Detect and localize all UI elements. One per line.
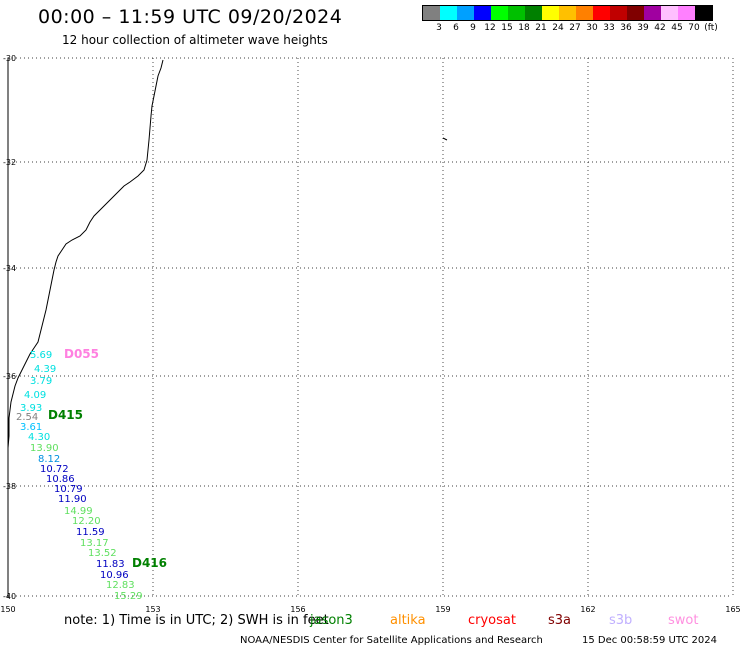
credit-line: NOAA/NESDIS Center for Satellite Applica… bbox=[240, 635, 543, 646]
color-scale-swatch bbox=[525, 6, 542, 20]
longitude-tick-label: 153 bbox=[145, 605, 160, 614]
satellite-legend-item: s3b bbox=[609, 613, 633, 628]
color-scale-swatch bbox=[457, 6, 474, 20]
color-scale-bar bbox=[422, 5, 713, 21]
color-scale-legend: 3 6 9 12 15 18 21 24 27 30 33 36 39 42 45 70 (ft) bbox=[422, 5, 718, 33]
swh-value-label: 12.20 bbox=[72, 516, 101, 527]
swh-value-label: 10.72 bbox=[40, 464, 69, 475]
swh-value-label: 3.61 bbox=[20, 422, 42, 433]
color-scale-label: 6 bbox=[453, 23, 459, 33]
map-axis-ticks: 150 153 156 159 162 165 -30 -32 -34 -36 -38 -40 bbox=[0, 54, 740, 614]
color-scale-label: 33 bbox=[603, 23, 615, 33]
color-scale-label: 45 bbox=[671, 23, 683, 33]
page-title: 00:00 – 11:59 UTC 09/20/2024 bbox=[38, 6, 343, 28]
color-scale-label: 9 bbox=[470, 23, 476, 33]
color-scale-swatch bbox=[508, 6, 525, 20]
color-scale-swatch bbox=[695, 6, 712, 20]
color-scale-label: 21 bbox=[535, 23, 547, 33]
coastline bbox=[7, 59, 164, 449]
pass-id-label: D415 bbox=[48, 408, 83, 422]
swh-value-label: 10.79 bbox=[54, 484, 83, 495]
color-scale-label: 36 bbox=[620, 23, 632, 33]
swh-value-label: 2.54 bbox=[16, 412, 38, 423]
color-scale-swatch bbox=[440, 6, 457, 20]
satellite-legend-item: jason3 bbox=[310, 613, 353, 628]
longitude-tick-label: 162 bbox=[580, 605, 595, 614]
color-scale-label: 15 bbox=[501, 23, 513, 33]
footer-note: note: 1) Time is in UTC; 2) SWH is in fe… bbox=[64, 613, 329, 628]
longitude-tick-label: 159 bbox=[435, 605, 450, 614]
longitude-tick-label: 150 bbox=[0, 605, 15, 614]
page-subtitle: 12 hour collection of altimeter wave hei… bbox=[62, 33, 328, 47]
satellite-legend-item: s3a bbox=[548, 613, 572, 628]
swh-track-labels: 5.69 4.393.79 4.09 3.932.543.614.3013.908.1… bbox=[16, 350, 143, 602]
swh-value-label: 13.17 bbox=[80, 538, 109, 549]
satellite-legend-item: swot bbox=[668, 613, 699, 628]
color-scale-label: 42 bbox=[654, 23, 666, 33]
swh-value-label: 5.69 bbox=[30, 350, 52, 361]
map-grid bbox=[7, 57, 734, 598]
color-scale-label: 39 bbox=[637, 23, 649, 33]
generation-timestamp: 15 Dec 00:58:59 UTC 2024 bbox=[582, 635, 717, 646]
pass-id-label: D416 bbox=[132, 556, 167, 570]
swh-value-label: 4.09 bbox=[24, 390, 46, 401]
color-scale-swatch bbox=[491, 6, 508, 20]
latitude-tick-label: -30 bbox=[3, 54, 16, 63]
satellite-legend-item: altika bbox=[390, 613, 426, 628]
swh-value-label: 10.86 bbox=[46, 474, 75, 485]
longitude-tick-label: 165 bbox=[725, 605, 740, 614]
latitude-tick-label: -34 bbox=[3, 264, 16, 273]
color-scale-swatch bbox=[593, 6, 610, 20]
pass-id-label: D055 bbox=[64, 347, 99, 361]
color-scale-label: 30 bbox=[586, 23, 598, 33]
swh-value-label: 10.96 bbox=[100, 570, 129, 581]
swh-value-label: 4.30 bbox=[28, 432, 50, 443]
color-scale-label: 27 bbox=[569, 23, 581, 33]
color-scale-label: 24 bbox=[552, 23, 564, 33]
swh-value-label: 13.52 bbox=[88, 548, 117, 559]
swh-value-label: 8.12 bbox=[38, 454, 60, 465]
color-scale-label: 70 bbox=[688, 23, 700, 33]
longitude-tick-label: 156 bbox=[290, 605, 305, 614]
color-scale-swatch bbox=[678, 6, 695, 20]
color-scale-swatch bbox=[423, 6, 440, 20]
latitude-tick-label: -40 bbox=[3, 592, 16, 601]
color-scale-label: (ft) bbox=[704, 23, 718, 33]
color-scale-swatch bbox=[474, 6, 491, 20]
color-scale-swatch bbox=[627, 6, 644, 20]
color-scale-swatch bbox=[542, 6, 559, 20]
swh-value-label: 15.29 bbox=[114, 591, 143, 602]
latitude-tick-label: -38 bbox=[3, 482, 16, 491]
swh-value-label: 4.39 bbox=[34, 364, 56, 375]
swh-value-label: 11.83 bbox=[96, 559, 125, 570]
color-scale-labels: 3 6 9 12 15 18 21 24 27 30 33 36 39 42 45 70 (ft) bbox=[422, 21, 718, 33]
color-scale-label: 18 bbox=[518, 23, 530, 33]
color-scale-swatch bbox=[644, 6, 661, 20]
satellite-legend-item: cryosat bbox=[468, 613, 516, 628]
swh-value-label: 11.90 bbox=[58, 494, 87, 505]
swh-value-label: 11.59 bbox=[76, 527, 105, 538]
color-scale-swatch bbox=[559, 6, 576, 20]
island bbox=[442, 137, 448, 141]
latitude-tick-label: -36 bbox=[3, 372, 16, 381]
latitude-tick-label: -32 bbox=[3, 158, 16, 167]
swh-value-label: 12.83 bbox=[106, 580, 135, 591]
swh-value-label: 14.99 bbox=[64, 506, 93, 517]
color-scale-label: 12 bbox=[484, 23, 496, 33]
swh-value-label: 3.79 bbox=[30, 376, 52, 387]
swh-value-label: 13.90 bbox=[30, 443, 59, 454]
pass-labels: D055 D415 D416 bbox=[48, 347, 167, 570]
swh-value-label: 3.93 bbox=[20, 403, 42, 414]
color-scale-swatch bbox=[610, 6, 627, 20]
color-scale-label: 3 bbox=[436, 23, 442, 33]
color-scale-swatch bbox=[661, 6, 678, 20]
color-scale-swatch bbox=[576, 6, 593, 20]
